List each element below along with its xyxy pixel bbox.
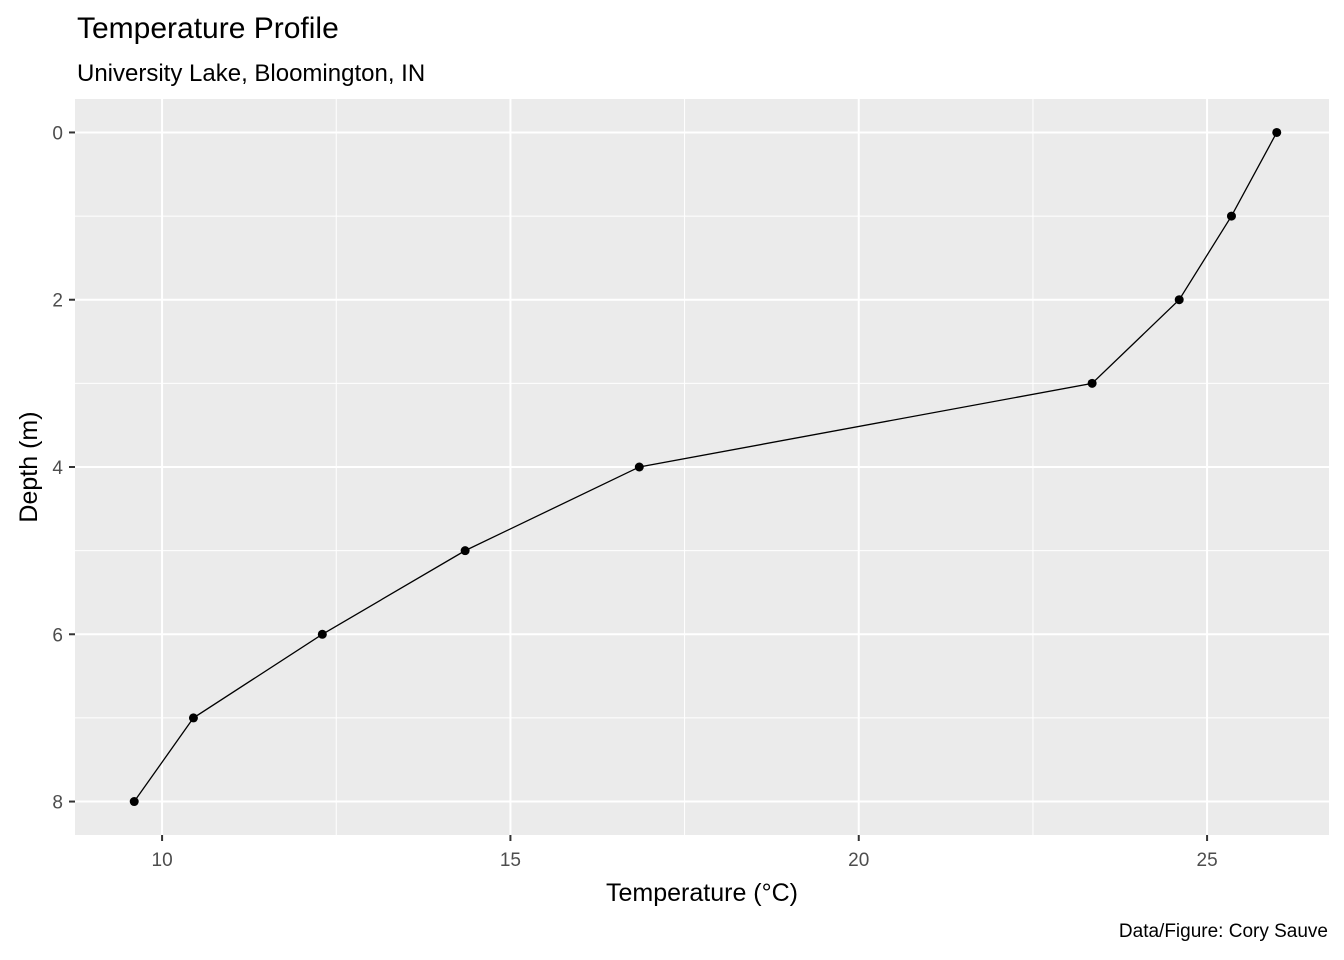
y-axis-ticks: 0 2 4 6 8 <box>52 123 75 814</box>
x-tick-label: 15 <box>500 850 521 871</box>
chart-title: Temperature Profile <box>77 12 339 45</box>
data-point <box>460 546 470 556</box>
minor-gridlines <box>75 99 1329 835</box>
data-point <box>1174 295 1184 305</box>
data-point <box>129 797 139 807</box>
chart-subtitle: University Lake, Bloomington, IN <box>77 60 426 87</box>
y-tick-label: 4 <box>52 458 63 479</box>
data-point <box>188 713 198 723</box>
x-axis-title: Temperature (°C) <box>606 879 798 907</box>
x-tick-label: 10 <box>152 850 173 871</box>
data-point <box>634 462 644 472</box>
x-tick-label: 25 <box>1197 850 1218 871</box>
x-tick-label: 20 <box>848 850 869 871</box>
data-point <box>317 629 327 639</box>
temperature-series <box>129 127 1282 807</box>
data-point <box>1226 211 1236 221</box>
y-tick-label: 2 <box>52 291 63 312</box>
y-tick-label: 0 <box>52 123 63 144</box>
major-gridlines <box>75 99 1329 835</box>
x-axis-ticks: 10 15 20 25 <box>152 835 1218 871</box>
data-point <box>1272 127 1282 137</box>
y-axis-title: Depth (m) <box>15 411 43 522</box>
chart-caption: Data/Figure: Cory Sauve <box>1118 921 1328 942</box>
y-tick-label: 6 <box>52 625 63 646</box>
data-point <box>1087 378 1097 388</box>
y-tick-label: 8 <box>52 793 63 814</box>
